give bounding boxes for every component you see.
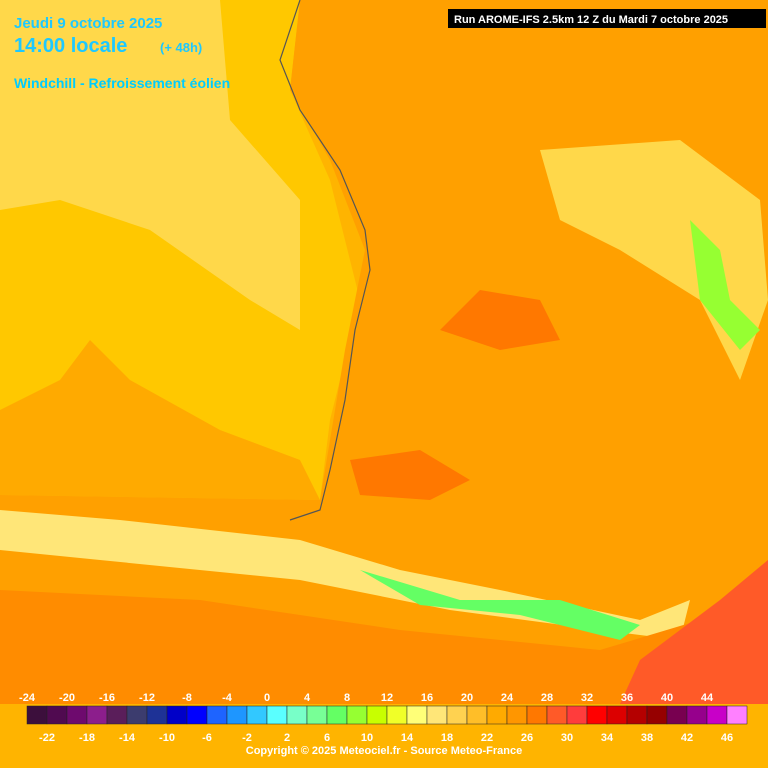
legend-label: 6 [324,732,330,744]
legend-swatch [126,705,148,725]
legend-swatch [646,705,668,725]
legend-swatch [546,705,568,725]
legend-swatch [606,705,628,725]
legend-swatch [426,705,448,725]
run: Run AROME-IFS 2.5km 12 Z du Mardi 7 octo… [454,14,728,26]
ocean-light [0,0,300,330]
legend-label: 24 [501,692,514,704]
legend-label: 38 [641,732,653,744]
legend-label: 40 [661,692,673,704]
legend-label: 14 [401,732,414,744]
legend-label: 36 [621,692,633,704]
legend-label: 32 [581,692,593,704]
run-box [448,9,766,28]
legend-swatch [146,705,168,725]
legend-label: 2 [284,732,290,744]
south [0,560,768,704]
legend-swatch [386,705,408,725]
legend-swatch [466,705,488,725]
legend-swatch [706,705,728,725]
legend-swatch [586,705,608,725]
legend-label: -14 [119,732,136,744]
legend-label: 42 [681,732,693,744]
subtitle: Windchill - Refroissement éolien [14,75,230,91]
legend-swatch [46,705,68,725]
legend-label: -6 [202,732,212,744]
legend-swatch [726,705,748,725]
warm-area [350,290,560,500]
legend-label: -12 [139,692,155,704]
legend-swatch [86,705,108,725]
legend-label: -20 [59,692,75,704]
legend-label: 8 [344,692,350,704]
legend-swatch [366,705,388,725]
legend-label: 44 [701,692,714,704]
coastline [279,0,371,521]
legend-swatch [226,705,248,725]
mediterranean [620,560,768,704]
legend-label: 20 [461,692,473,704]
legend-swatch [666,705,688,725]
legend-label: 16 [421,692,433,704]
legend-label: 10 [361,732,373,744]
legend-swatch [106,705,128,725]
legend-label: 26 [521,732,533,744]
legend-swatch [286,705,308,725]
legend-label: 18 [441,732,453,744]
copyright: Copyright © 2025 Meteociel.fr - Source M… [246,745,522,757]
ocean-orange [0,340,320,500]
legend-swatch [346,705,368,725]
legend-label: 46 [721,732,733,744]
legend-swatch [246,705,268,725]
legend-label: -18 [79,732,95,744]
legend-label: 30 [561,732,573,744]
lead: (+ 48h) [160,40,202,55]
legend-label: 0 [264,692,270,704]
legend-label: -4 [222,692,233,704]
pyrenees-peaks [360,570,640,640]
legend-label: 12 [381,692,393,704]
legend-swatch [306,705,328,725]
legend-label: 34 [601,732,614,744]
legend-label: -10 [159,732,175,744]
legend-label: 22 [481,732,493,744]
legend-swatch [206,705,228,725]
time: 14:00 locale [14,35,127,57]
cool-area [540,140,768,380]
legend-label: -8 [182,692,192,704]
date: Jeudi 9 octobre 2025 [14,15,162,32]
legend-swatch [326,705,348,725]
legend-swatch [186,705,208,725]
legend-swatch [446,705,468,725]
legend-label: -2 [242,732,252,744]
legend-swatch [506,705,528,725]
legend-swatch [486,705,508,725]
legend-label: -22 [39,732,55,744]
legend-swatch [66,705,88,725]
legend-swatch [406,705,428,725]
legend-swatch [166,705,188,725]
legend-swatch [566,705,588,725]
legend-swatch [26,705,48,725]
legend-swatch [266,705,288,725]
alps [690,220,760,350]
legend-label: 28 [541,692,553,704]
legend-label: 4 [304,692,311,704]
legend-swatch [526,705,548,725]
legend-label: -16 [99,692,115,704]
legend: -24-22-20-18-16-14-12-10-8-6-4-202468101… [19,692,748,744]
legend-swatch [626,705,648,725]
legend-label: -24 [19,692,36,704]
legend-swatch [686,705,708,725]
